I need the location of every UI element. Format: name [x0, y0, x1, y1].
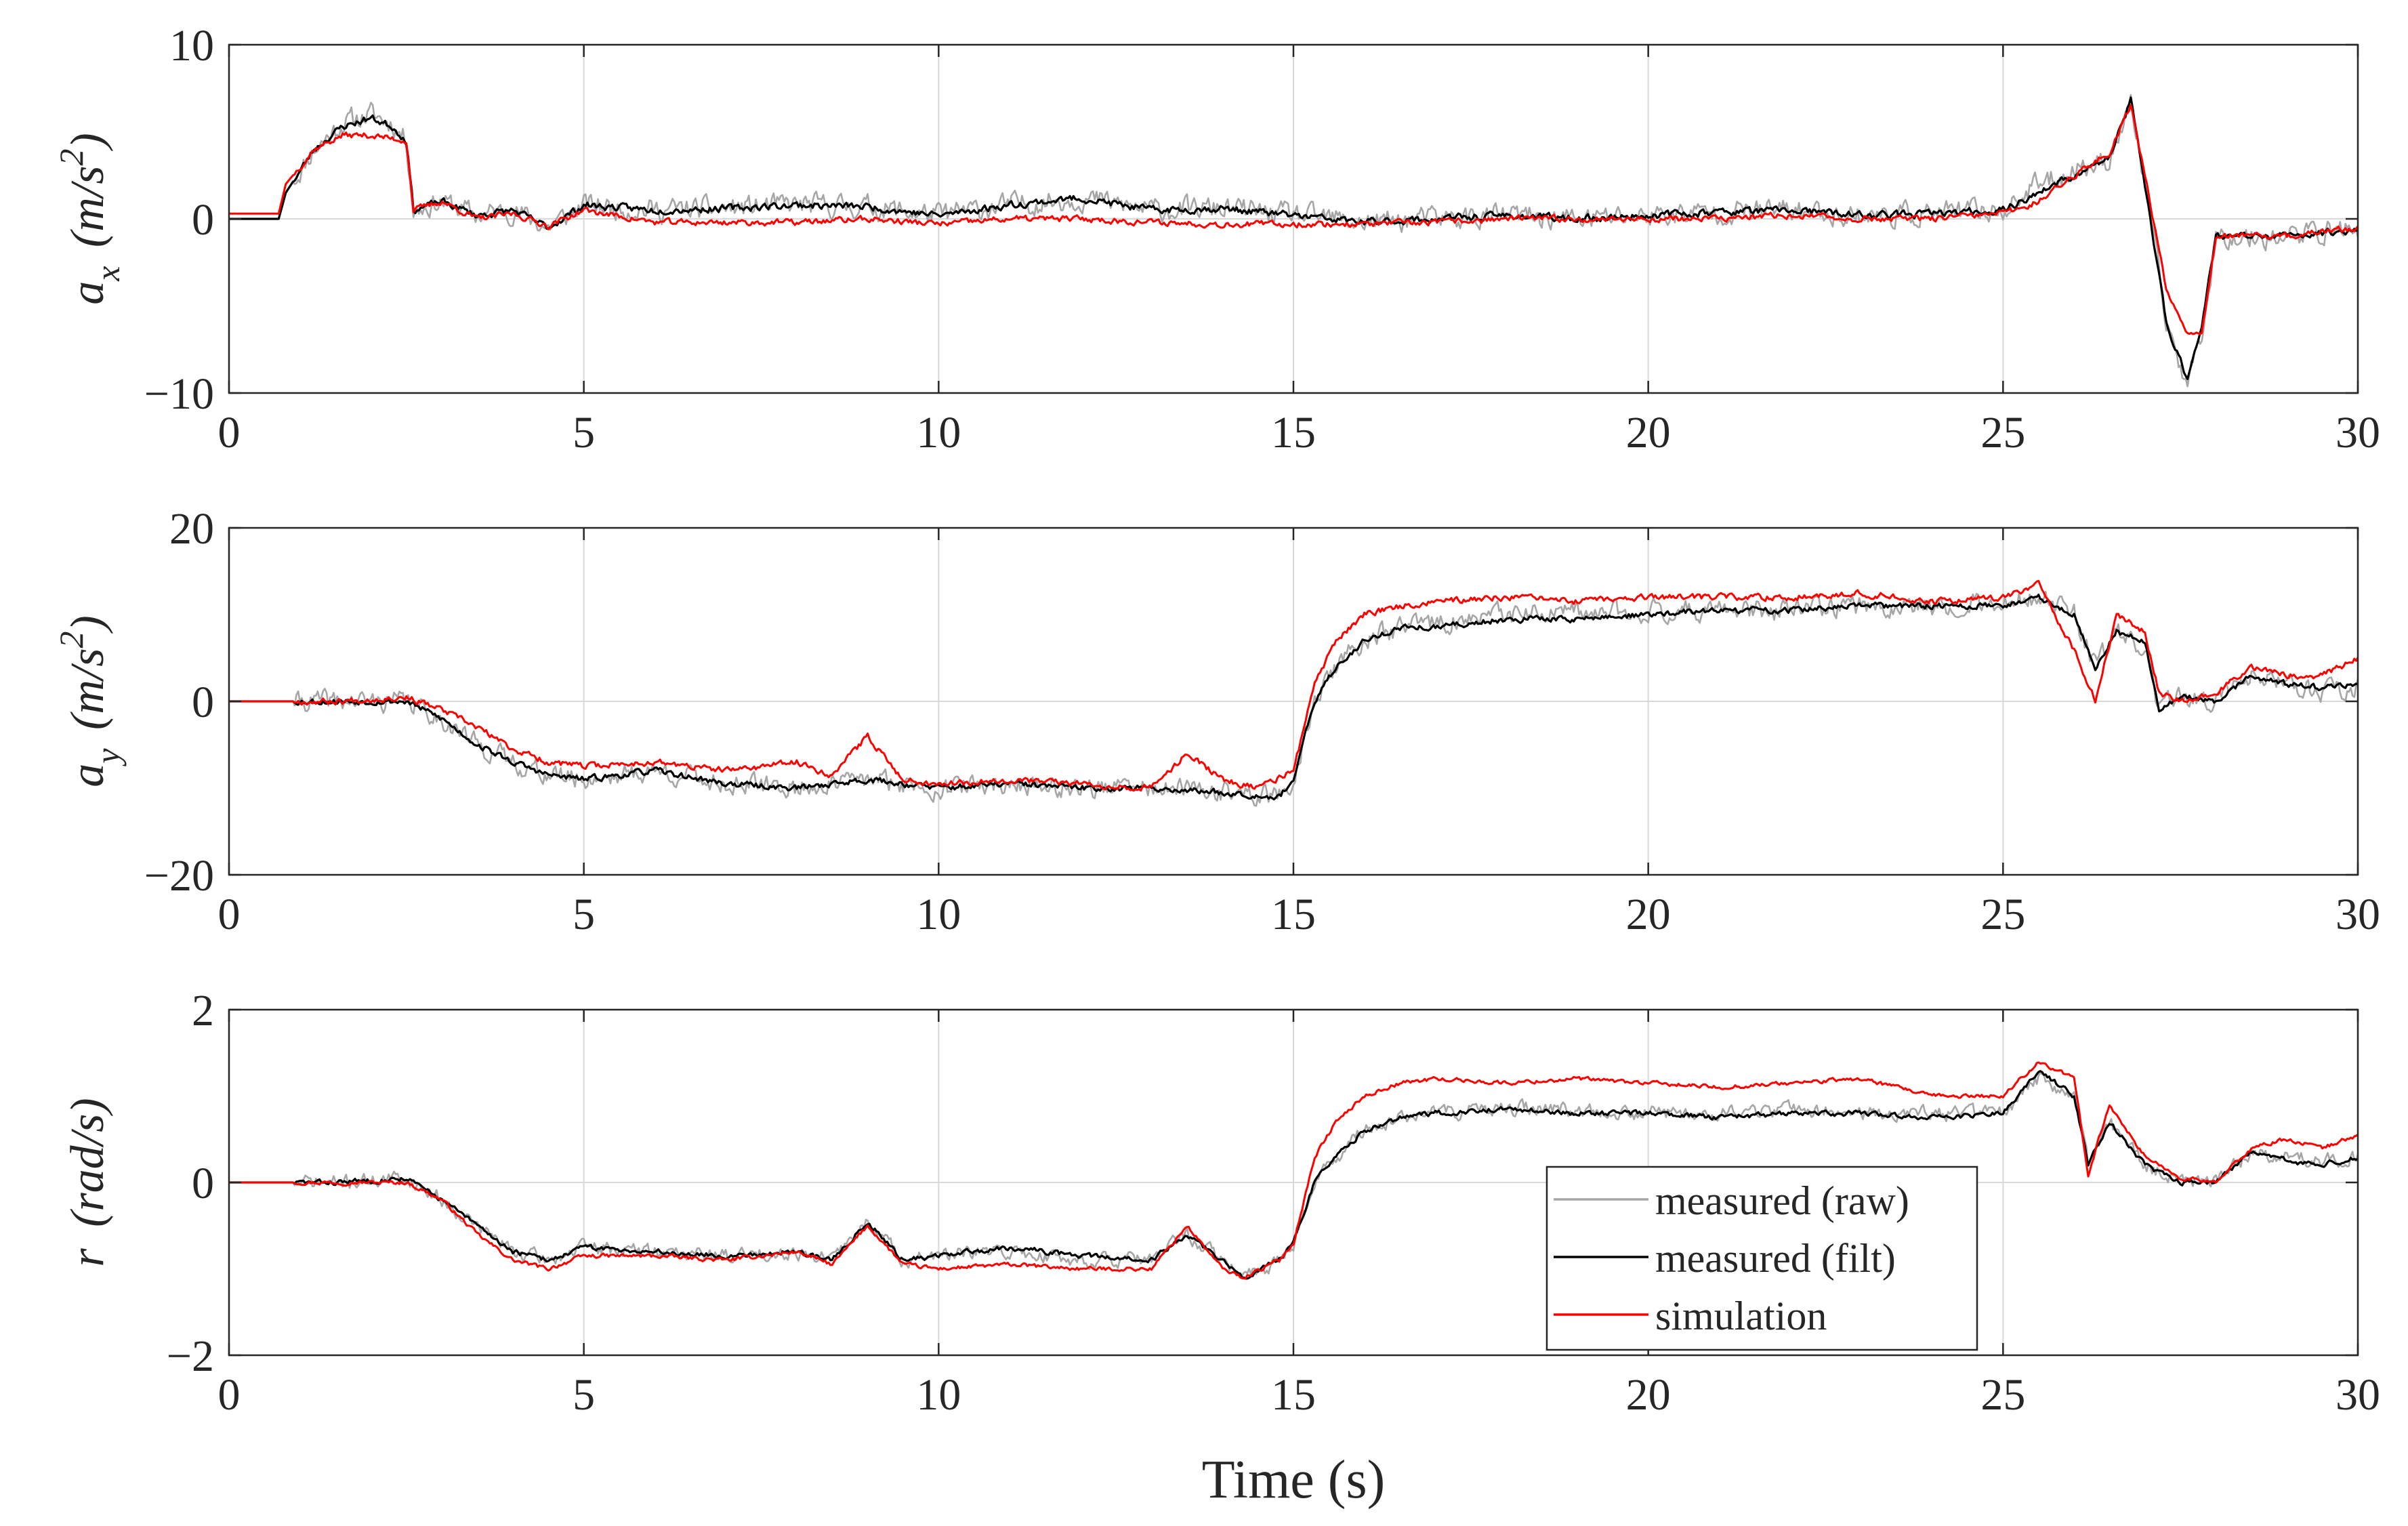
y-axis-label: r (rad/s) [62, 1098, 114, 1266]
x-tick-label: 0 [218, 408, 241, 457]
x-tick-label: 0 [218, 890, 241, 939]
series-line-simulation [229, 579, 2358, 792]
x-tick-label: 5 [573, 890, 595, 939]
x-tick-label: 10 [916, 1370, 961, 1420]
series-line-measured-raw- [229, 94, 2358, 388]
x-tick-label: 30 [2336, 890, 2380, 939]
x-tick-label: 10 [916, 408, 961, 457]
x-tick-label: 10 [916, 890, 961, 939]
y-axis-label: ay (m/s2) [52, 615, 127, 787]
x-tick-label: 25 [1980, 890, 2025, 939]
series-line-simulation [229, 1061, 2358, 1280]
y-tick-label: 10 [169, 21, 214, 70]
x-tick-label: 15 [1271, 1370, 1316, 1420]
x-tick-label: 0 [218, 1370, 241, 1420]
series-line-simulation [229, 104, 2358, 335]
series-group [229, 1061, 2358, 1280]
legend-label: simulation [1655, 1294, 1827, 1338]
x-tick-label: 20 [1626, 890, 1671, 939]
x-axis-label: Time (s) [1202, 1450, 1385, 1510]
series-line-measured-raw- [229, 590, 2358, 807]
x-tick-label: 5 [573, 1370, 595, 1420]
y-tick-label: −2 [167, 1332, 214, 1381]
series-line-measured-filt- [229, 96, 2358, 381]
y-tick-label: 20 [169, 504, 214, 554]
series-group [229, 94, 2358, 388]
y-tick-label: −10 [144, 369, 214, 419]
y-tick-label: 0 [192, 195, 214, 245]
x-tick-label: 20 [1626, 408, 1671, 457]
legend-label: measured (raw) [1655, 1178, 1909, 1223]
y-tick-label: −20 [144, 851, 214, 901]
x-tick-label: 5 [573, 408, 595, 457]
x-tick-label: 30 [2336, 408, 2380, 457]
y-tick-label: 0 [192, 678, 214, 727]
legend-box [1545, 1166, 1978, 1351]
legend-label: measured (filt) [1655, 1236, 1896, 1281]
series-line-measured-filt- [229, 594, 2358, 801]
x-tick-label: 20 [1626, 1370, 1671, 1420]
x-tick-label: 15 [1271, 408, 1316, 457]
y-tick-label: 2 [192, 986, 214, 1035]
y-axis-label: ax (m/s2) [52, 133, 127, 305]
x-tick-label: 25 [1980, 1370, 2025, 1420]
x-tick-label: 25 [1980, 408, 2025, 457]
x-tick-label: 15 [1271, 890, 1316, 939]
x-tick-label: 30 [2336, 1370, 2380, 1420]
series-group [229, 579, 2358, 807]
legend: measured (raw) measured (filt) simulation [1545, 1166, 1978, 1351]
y-tick-label: 0 [192, 1159, 214, 1208]
